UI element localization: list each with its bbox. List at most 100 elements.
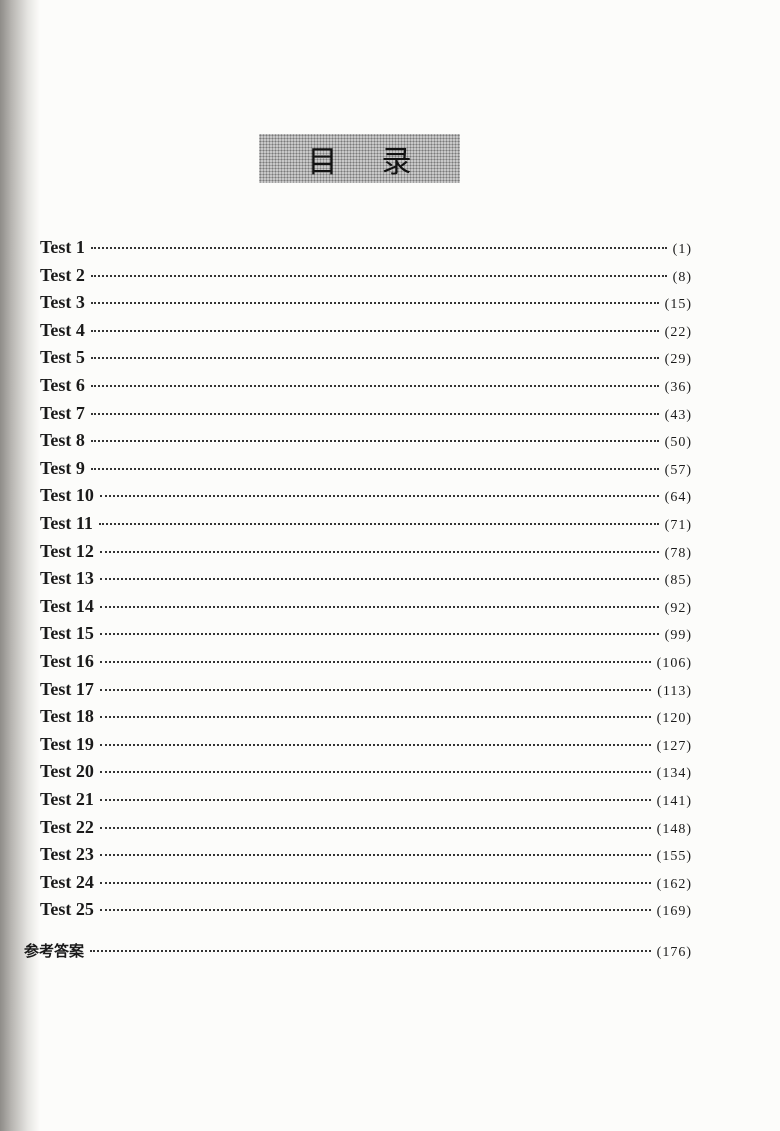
toc-entry-label: Test 7 [40,402,85,423]
leader-dots [99,633,659,636]
toc-entry[interactable]: Test 12 (78) [40,541,692,565]
toc-entry-page: (99) [664,628,692,644]
toc-entry[interactable]: Test 20 (134) [40,761,692,785]
toc-entry-label: Test 9 [40,457,85,478]
toc-entry-page: (15) [664,297,692,313]
toc-entry-page: (57) [664,462,692,478]
leader-dots [90,385,659,387]
toc-entry-page: (1) [672,242,692,257]
toc-entry[interactable]: Test 5 (29) [40,347,692,371]
title-char-1: 目 [307,144,338,180]
leader-dots [90,247,667,249]
toc-entry[interactable]: Test 3 (15) [40,292,692,316]
leader-dots [99,771,651,774]
toc-entry-label: Test 13 [40,568,94,589]
toc-entry[interactable]: Test 13 (85) [40,568,692,592]
leader-dots [90,357,659,360]
toc-entry[interactable]: Test 10 (64) [40,485,692,509]
toc-entry[interactable]: Test 11 (71) [40,513,692,537]
toc-entry-label: Test 6 [40,375,85,395]
toc-entry-label: Test 24 [40,871,94,892]
toc-entry[interactable]: Test 7 (43) [40,403,692,427]
leader-dots [99,495,659,498]
toc-entry-label: Test 20 [40,761,94,782]
leader-dots [99,881,651,884]
toc-entry-page: (92) [664,600,692,616]
toc-entry[interactable]: Test 1 (1) [40,237,692,261]
toc-entry-label: Test 4 [40,319,85,340]
toc-entry-label: Test 18 [40,706,94,727]
toc-entry[interactable]: Test 22 (148) [40,817,692,841]
toc-entry[interactable]: Test 17 (113) [40,679,692,703]
toc-title: 目 录 [259,134,460,183]
toc-entry-page: (106) [656,656,692,671]
toc-entry-label: Test 3 [40,292,85,313]
toc-entry-page: (22) [664,324,692,340]
toc-entry[interactable]: Test 16 (106) [40,651,692,675]
toc-entry[interactable]: Test 19 (127) [40,734,692,758]
toc-entry[interactable]: Test 21 (141) [40,789,692,813]
toc-entry[interactable]: Test 25 (169) [40,899,692,923]
toc-entry-label: Test 14 [40,595,94,616]
toc-entry-label: Test 23 [40,844,94,865]
leader-dots [99,688,652,691]
toc-entry-label: Test 5 [40,347,85,368]
toc-entry[interactable]: Test 6 (36) [40,375,692,399]
toc-entry-label: Test 8 [40,430,85,451]
toc-entry-label: Test 22 [40,816,94,837]
toc-entry-page: (8) [672,269,692,285]
toc-entry-page: (71) [664,518,692,533]
toc-entry-page: (134) [656,766,692,782]
leader-dots [99,799,651,801]
toc-entry-answers[interactable]: 参考答案 (176) [24,940,692,964]
toc-entry[interactable]: Test 15 (99) [40,623,692,647]
leader-dots [99,578,659,581]
toc-entry[interactable]: Test 9 (57) [40,458,692,482]
toc-entry-page: (127) [656,738,692,754]
page-binding-shadow [0,0,40,1131]
toc-entry-label: Test 2 [40,264,85,285]
toc-entry[interactable]: Test 23 (155) [40,844,692,868]
leader-dots [90,950,651,952]
leader-dots [90,467,659,470]
toc-entry-page: (162) [656,876,692,892]
toc-entry[interactable]: Test 18 (120) [40,706,692,730]
leader-dots [90,329,659,332]
leader-dots [99,854,651,857]
toc-entry[interactable]: Test 24 (162) [40,872,692,896]
toc-entry-page: (176) [656,945,692,960]
toc-entry[interactable]: Test 14 (92) [40,596,692,620]
leader-dots [90,302,659,305]
toc-entry-label: Test 25 [40,899,94,920]
leader-dots [99,826,651,829]
title-char-2: 录 [381,144,412,180]
toc-entry-page: (155) [656,849,692,865]
toc-entry[interactable]: Test 2 (8) [40,265,692,289]
leader-dots [99,605,659,608]
toc-entry-label: Test 11 [40,513,93,533]
leader-dots [90,440,659,443]
toc-entry-page: (85) [664,573,692,589]
toc-entry-page: (120) [656,711,692,727]
toc-entry-label: Test 1 [40,237,85,257]
toc-entry-page: (113) [657,683,692,699]
toc-entry-page: (141) [656,794,692,809]
leader-dots [98,523,659,525]
toc-entry-label: Test 19 [40,733,94,754]
toc-entry-label: Test 12 [40,540,94,561]
toc-entry-label: Test 21 [40,789,94,809]
toc-entry-label: Test 15 [40,623,94,644]
toc-entry-label: Test 10 [40,485,94,506]
leader-dots [90,274,667,277]
leader-dots [99,909,651,912]
leader-dots [99,550,659,553]
toc-entry-page: (148) [656,821,692,837]
toc-entry-label: Test 17 [40,678,94,699]
leader-dots [90,412,659,415]
toc-entry-page: (169) [656,904,692,920]
toc-entry-page: (50) [664,435,692,451]
toc-entry-page: (64) [664,490,692,506]
toc-entry[interactable]: Test 4 (22) [40,320,692,344]
toc-entry[interactable]: Test 8 (50) [40,430,692,454]
leader-dots [99,716,651,719]
